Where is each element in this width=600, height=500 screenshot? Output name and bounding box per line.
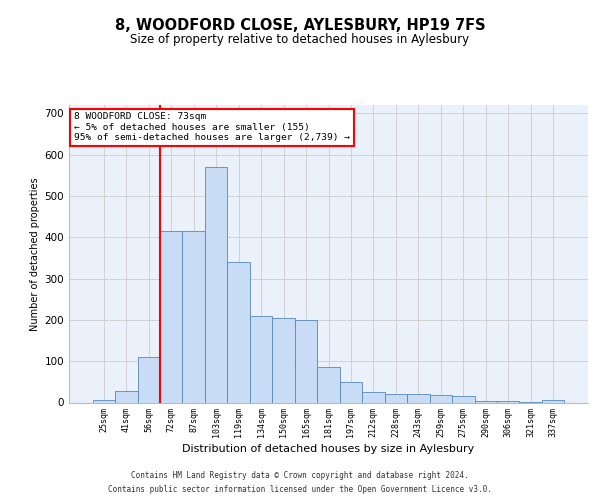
Text: Contains public sector information licensed under the Open Government Licence v3: Contains public sector information licen…	[108, 484, 492, 494]
Bar	[452, 396, 475, 402]
Bar	[407, 394, 430, 402]
Bar	[272, 318, 295, 402]
Bar	[430, 396, 452, 402]
Bar	[317, 368, 340, 402]
Bar	[92, 400, 115, 402]
Text: Contains HM Land Registry data © Crown copyright and database right 2024.: Contains HM Land Registry data © Crown c…	[131, 472, 469, 480]
Bar	[227, 262, 250, 402]
Bar	[160, 231, 182, 402]
Bar	[115, 391, 137, 402]
Bar	[182, 231, 205, 402]
Bar	[542, 400, 565, 402]
Bar	[340, 382, 362, 402]
Bar	[205, 167, 227, 402]
Text: 8, WOODFORD CLOSE, AYLESBURY, HP19 7FS: 8, WOODFORD CLOSE, AYLESBURY, HP19 7FS	[115, 18, 485, 32]
Bar	[385, 394, 407, 402]
Bar	[295, 320, 317, 402]
Bar	[362, 392, 385, 402]
X-axis label: Distribution of detached houses by size in Aylesbury: Distribution of detached houses by size …	[182, 444, 475, 454]
Text: 8 WOODFORD CLOSE: 73sqm
← 5% of detached houses are smaller (155)
95% of semi-de: 8 WOODFORD CLOSE: 73sqm ← 5% of detached…	[74, 112, 350, 142]
Text: Size of property relative to detached houses in Aylesbury: Size of property relative to detached ho…	[130, 34, 470, 46]
Y-axis label: Number of detached properties: Number of detached properties	[31, 177, 40, 330]
Bar	[250, 316, 272, 402]
Bar	[137, 357, 160, 403]
